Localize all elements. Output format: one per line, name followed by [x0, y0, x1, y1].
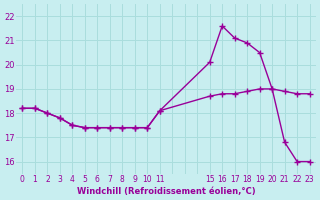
X-axis label: Windchill (Refroidissement éolien,°C): Windchill (Refroidissement éolien,°C) — [77, 187, 255, 196]
